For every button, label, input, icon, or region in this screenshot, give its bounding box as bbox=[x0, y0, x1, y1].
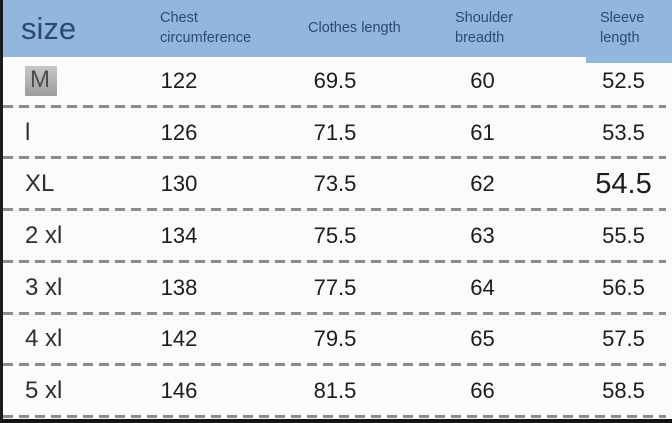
table-body: M 122 69.5 60 52.5 l 126 71.5 61 53.5 XL… bbox=[3, 57, 672, 419]
clothes-length-value: 69.5 bbox=[313, 67, 357, 93]
header-cell-size: size bbox=[3, 0, 130, 57]
clothes-length-value: 71.5 bbox=[313, 119, 357, 145]
shoulder-breadth-value: 63 bbox=[470, 223, 495, 249]
size-label: 4 xl bbox=[25, 325, 63, 353]
header-label-chest-circumference: Chest circumference bbox=[160, 9, 252, 46]
sleeve-length-value: 53.5 bbox=[602, 119, 645, 145]
chest-value: 122 bbox=[160, 67, 198, 93]
chest-value: 126 bbox=[160, 119, 198, 145]
header-cell-chest-circumference: Chest circumference bbox=[130, 0, 252, 57]
size-label-highlight: M bbox=[25, 65, 57, 96]
sleeve-length-value: 58.5 bbox=[602, 378, 645, 404]
clothes-length-value: 77.5 bbox=[313, 274, 357, 300]
header-label-sleeve-length: Sleeve length bbox=[600, 9, 645, 46]
clothes-length-value: 81.5 bbox=[313, 378, 357, 404]
table-header-row: size Chest circumference Clothes length … bbox=[3, 0, 672, 57]
shoulder-breadth-value: 62 bbox=[470, 171, 495, 197]
size-label: XL bbox=[25, 170, 55, 198]
header-cell-sleeve-length: Sleeve length bbox=[545, 0, 672, 57]
header-label-size: size bbox=[21, 10, 77, 46]
sleeve-length-value: 52.5 bbox=[602, 67, 645, 93]
size-label: l bbox=[25, 118, 31, 146]
table-row-3xl: 3 xl 138 77.5 64 56.5 bbox=[3, 264, 672, 316]
shoulder-breadth-value: 65 bbox=[470, 326, 495, 352]
header-cell-shoulder-breadth: Shoulder breadth bbox=[420, 0, 545, 57]
sleeve-length-value: 55.5 bbox=[602, 223, 645, 249]
sleeve-length-value-emphasized: 54.5 bbox=[595, 167, 652, 200]
size-label: 3 xl bbox=[25, 273, 63, 301]
shoulder-breadth-value: 64 bbox=[470, 274, 495, 300]
clothes-length-value: 79.5 bbox=[313, 326, 357, 352]
sleeve-length-value: 57.5 bbox=[602, 326, 645, 352]
clothes-length-value: 73.5 bbox=[313, 171, 357, 197]
header-step-decoration bbox=[586, 57, 672, 63]
chest-value: 142 bbox=[160, 326, 198, 352]
clothes-length-value: 75.5 bbox=[313, 223, 357, 249]
header-label-clothes-length: Clothes length bbox=[308, 19, 401, 36]
chest-value: 130 bbox=[160, 171, 198, 197]
shoulder-breadth-value: 60 bbox=[470, 67, 495, 93]
size-label: 2 xl bbox=[25, 222, 63, 250]
shoulder-breadth-value: 66 bbox=[470, 378, 495, 404]
size-label: M bbox=[3, 57, 130, 109]
chest-value: 138 bbox=[160, 274, 198, 300]
table-row-l: l 126 71.5 61 53.5 bbox=[3, 109, 672, 161]
table-row-2xl: 2 xl 134 75.5 63 55.5 bbox=[3, 212, 672, 264]
chest-value: 146 bbox=[160, 378, 198, 404]
shoulder-breadth-value: 61 bbox=[470, 119, 495, 145]
table-row-5xl: 5 xl 146 81.5 66 58.5 bbox=[3, 367, 672, 419]
table-row-xl: XL 130 73.5 62 54.5 bbox=[3, 160, 672, 212]
sleeve-length-value: 56.5 bbox=[602, 274, 645, 300]
header-cell-clothes-length: Clothes length bbox=[250, 0, 420, 57]
chest-value: 134 bbox=[160, 223, 198, 249]
table-row-4xl: 4 xl 142 79.5 65 57.5 bbox=[3, 316, 672, 368]
header-label-shoulder-breadth: Shoulder breadth bbox=[455, 9, 514, 46]
size-label: 5 xl bbox=[25, 377, 63, 405]
table-row-m: M 122 69.5 60 52.5 bbox=[3, 57, 672, 109]
